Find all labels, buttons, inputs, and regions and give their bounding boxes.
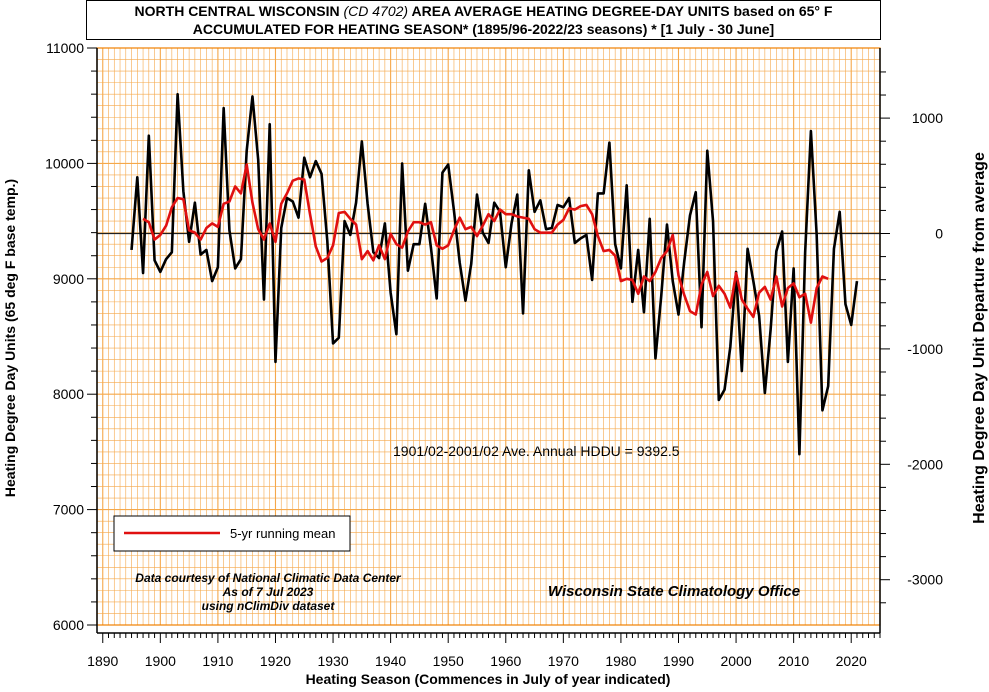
legend-label-mean: 5-yr running mean xyxy=(230,526,336,541)
x-tick-label: 1960 xyxy=(490,653,521,669)
x-tick-label: 1900 xyxy=(145,653,176,669)
x-tick-label: 2010 xyxy=(778,653,809,669)
x-tick-label: 1940 xyxy=(375,653,406,669)
y-tick-label: 6000 xyxy=(53,617,84,633)
title-line-1: NORTH CENTRAL WISCONSIN (CD 4702) AREA A… xyxy=(134,3,833,19)
y-tick-label: 11000 xyxy=(46,40,84,56)
x-tick-label: 1980 xyxy=(605,653,636,669)
credit-line-2: As of 7 Jul 2023 xyxy=(222,585,314,599)
x-tick-label: 2000 xyxy=(720,653,751,669)
y2-axis-label: Heating Degree Day Unit Departure from a… xyxy=(971,152,988,524)
running-mean-line xyxy=(142,163,829,324)
y2-tick-label: -3000 xyxy=(907,572,943,588)
y-axis-label: Heating Degree Day Units (65 deg F base … xyxy=(2,179,18,497)
y2-tick-label: -2000 xyxy=(907,456,943,472)
x-axis-label: Heating Season (Commences in July of yea… xyxy=(306,671,671,687)
x-tick-label: 1920 xyxy=(260,653,291,669)
y-tick-label: 7000 xyxy=(53,502,84,518)
x-tick-label: 1970 xyxy=(548,653,579,669)
x-tick-label: 1930 xyxy=(317,653,348,669)
y2-tick-label: -1000 xyxy=(907,341,943,357)
credit-line-1: Data courtesy of National Climatic Data … xyxy=(135,571,402,585)
x-tick-label: 2020 xyxy=(836,653,867,669)
credit-line-3: using nClimDiv dataset xyxy=(202,599,336,613)
x-tick-label: 1910 xyxy=(202,653,233,669)
x-tick-label: 1950 xyxy=(433,653,464,669)
axis-ticks: 1890 1900 1910 1920 1930 1940 1950 1960 1970 1980… xyxy=(45,40,943,669)
chart-title: NORTH CENTRAL WISCONSIN (CD 4702) AREA A… xyxy=(86,0,881,40)
legend: 5-yr running mean xyxy=(113,515,351,552)
y2-tick-label: 0 xyxy=(935,226,943,242)
y-tick-label: 9000 xyxy=(53,271,84,287)
x-tick-label: 1890 xyxy=(87,653,118,669)
title-line-2: ACCUMULATED FOR HEATING SEASON* (1895/96… xyxy=(192,21,775,37)
y-tick-label: 8000 xyxy=(53,386,84,402)
x-tick-label: 1990 xyxy=(663,653,694,669)
y2-tick-label: 1000 xyxy=(912,110,943,126)
average-label: 1901/02-2001/02 Ave. Annual HDDU = 9392.… xyxy=(393,443,680,459)
office-label: Wisconsin State Climatology Office xyxy=(548,583,800,600)
y-tick-label: 10000 xyxy=(45,155,84,171)
